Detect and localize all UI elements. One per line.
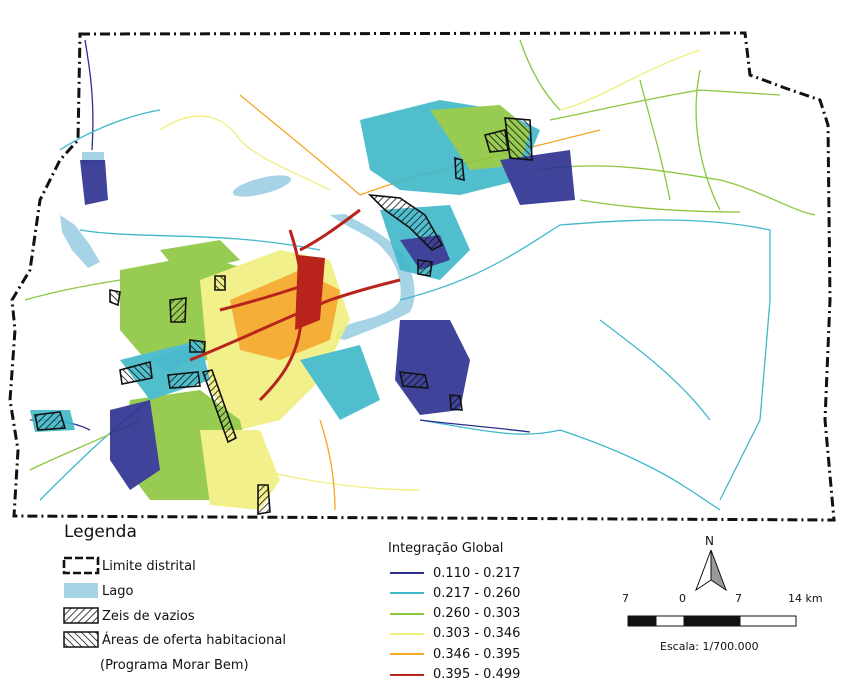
integration-range-label: 0.346 - 0.395 (433, 646, 521, 662)
scale-tick: 14 km (788, 592, 823, 605)
legend-item-label: Lago (102, 583, 134, 599)
integration-class-row: 0.303 - 0.346 (390, 626, 520, 642)
integration-range-label: 0.395 - 0.499 (433, 667, 521, 682)
dashed-boundary-icon (62, 556, 100, 575)
legend-item-zeis: Zeis de vazios (102, 607, 195, 625)
legend-item-label: Zeis de vazios (102, 608, 195, 624)
legend-item-label: Áreas de oferta habitacional (102, 632, 286, 648)
scale-caption: Escala: 1/700.000 (660, 640, 759, 653)
scale-tick: 7 (622, 592, 629, 605)
legend-item-label: Limite distrital (102, 558, 196, 574)
integration-line-swatch (390, 653, 424, 656)
integration-class-row: 0.260 - 0.303 (390, 606, 520, 622)
integration-class-row: 0.395 - 0.499 (390, 667, 520, 683)
red-core (295, 255, 325, 330)
integration-line-swatch (390, 572, 424, 574)
legend-title: Legenda (64, 522, 137, 542)
scale-tick: 0 (679, 592, 686, 605)
integration-range-label: 0.110 - 0.217 (433, 565, 521, 581)
integration-line-swatch (390, 592, 424, 595)
integration-range-label: 0.303 - 0.346 (433, 626, 521, 642)
scale-tick: 7 (735, 592, 742, 605)
north-arrow-icon (694, 549, 728, 592)
integration-title: Integração Global (388, 541, 504, 556)
integration-class-row: 0.217 - 0.260 (390, 585, 520, 601)
legend-item-lake: Lago (102, 582, 133, 600)
hatch-slash-icon (63, 631, 99, 648)
legend-item-boundary: Limite distrital (102, 557, 196, 575)
north-label: N (705, 534, 714, 548)
legend-note: (Programa Morar Bem) (100, 658, 249, 673)
integration-line-swatch (390, 632, 424, 635)
lake-west (60, 215, 100, 268)
legend-swatches (62, 556, 100, 648)
integration-class-row: 0.346 - 0.395 (390, 646, 520, 662)
integration-line-swatch (390, 673, 424, 676)
integration-range-label: 0.260 - 0.303 (433, 606, 521, 622)
district-boundary (8, 31, 836, 522)
lake-north (232, 175, 292, 197)
integration-line-swatch (390, 612, 424, 615)
lake-swatch-icon (64, 583, 98, 598)
integration-class-row: 0.110 - 0.217 (390, 565, 520, 581)
hatch-backslash-icon (63, 607, 99, 624)
scale-bar (627, 615, 797, 627)
integration-range-label: 0.217 - 0.260 (433, 585, 521, 601)
hatched-zones (34, 117, 533, 515)
legend-item-housing: Áreas de oferta habitacional (102, 631, 286, 649)
